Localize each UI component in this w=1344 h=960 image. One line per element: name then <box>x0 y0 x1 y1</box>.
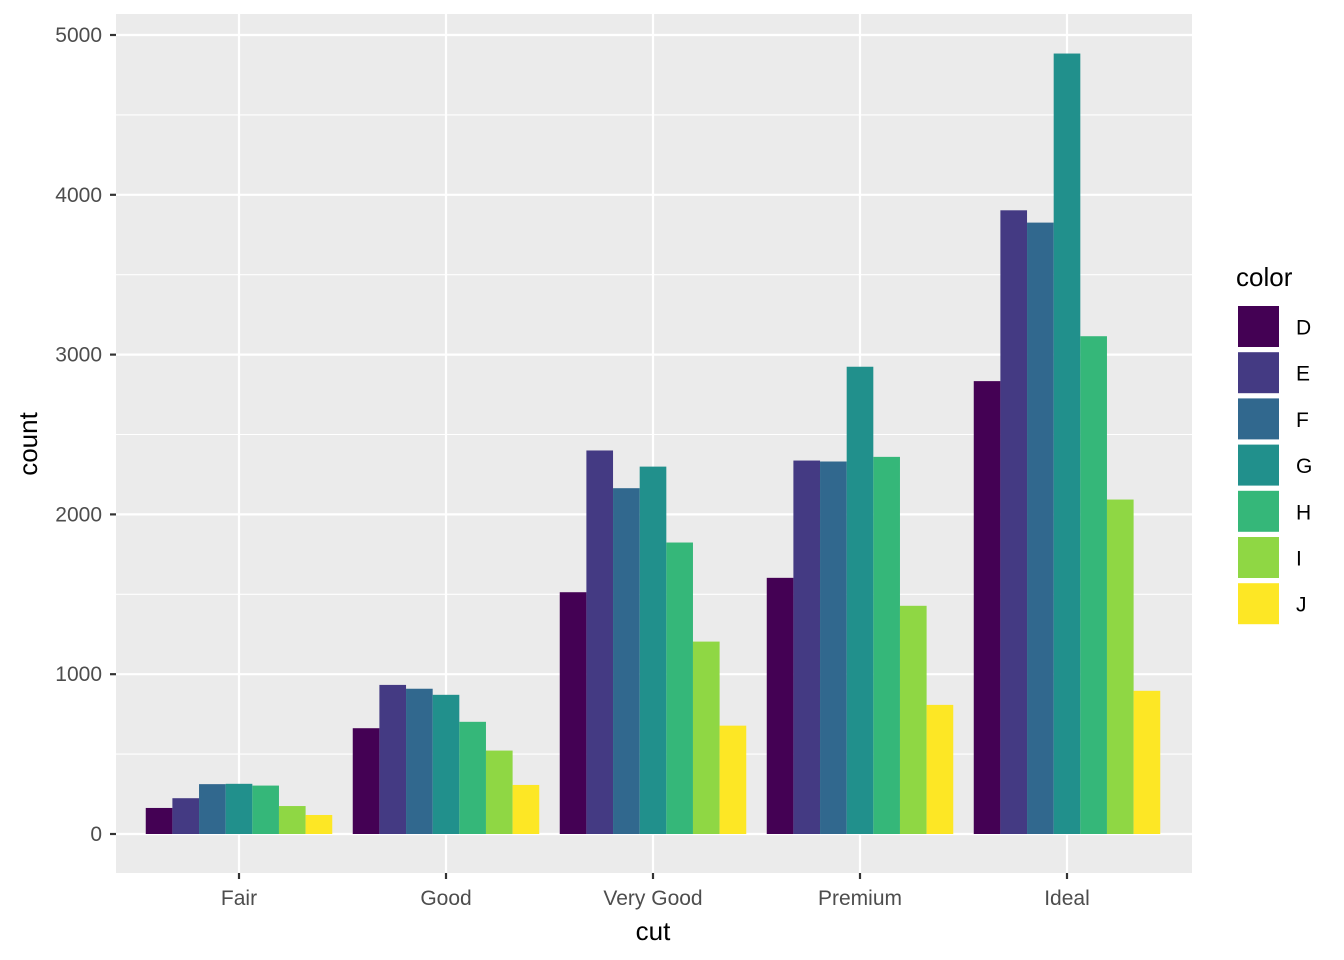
legend-label: G <box>1296 455 1312 478</box>
legend-label: F <box>1296 409 1309 432</box>
bar-fair-f <box>199 784 226 834</box>
bar-very-good-f <box>613 488 640 834</box>
bar-very-good-e <box>586 450 614 834</box>
bar-ideal-h <box>1080 336 1107 834</box>
y-tick-label: 1000 <box>55 663 102 686</box>
y-tick-label: 4000 <box>55 184 102 207</box>
bar-premium-i <box>899 605 927 834</box>
bar-very-good-j <box>719 725 747 834</box>
bar-premium-e <box>793 460 821 834</box>
x-tick-label: Premium <box>818 887 902 910</box>
bar-fair-j <box>305 814 333 834</box>
legend-title: color <box>1236 262 1293 292</box>
bar-fair-h <box>252 785 279 834</box>
legend-label: H <box>1296 501 1311 524</box>
bar-ideal-e <box>1000 210 1028 834</box>
y-tick-label: 2000 <box>55 503 102 526</box>
x-axis-title: cut <box>636 916 671 946</box>
bar-very-good-h <box>666 542 693 834</box>
bar-ideal-f <box>1027 222 1054 834</box>
bar-very-good-i <box>692 641 720 834</box>
bar-premium-h <box>873 456 900 834</box>
x-tick-label: Ideal <box>1044 887 1090 910</box>
legend-key-d <box>1236 304 1281 349</box>
y-axis: 0 1000 2000 3000 4000 5000 <box>55 24 116 846</box>
bar-good-j <box>512 784 540 834</box>
legend-key-g <box>1236 442 1281 488</box>
bars <box>145 53 1161 834</box>
legend-key-h <box>1236 488 1281 534</box>
bar-good-h <box>459 721 486 834</box>
bar-good-g <box>432 694 460 834</box>
bar-good-e <box>379 684 407 834</box>
bar-fair-i <box>278 806 306 834</box>
x-tick-label: Very Good <box>603 887 702 910</box>
bar-fair-d <box>145 807 173 834</box>
bar-very-good-g <box>639 466 667 834</box>
legend-label: E <box>1296 363 1310 386</box>
legend-key-e <box>1236 350 1281 396</box>
bar-very-good-d <box>559 592 587 834</box>
x-axis: Fair Good Very Good Premium Ideal <box>221 873 1090 910</box>
bar-ideal-j <box>1133 690 1161 834</box>
legend-label: I <box>1296 548 1302 571</box>
bar-ideal-i <box>1106 499 1134 834</box>
y-tick-label: 5000 <box>55 24 102 47</box>
bar-good-d <box>352 728 380 834</box>
y-axis-title: count <box>13 411 43 475</box>
bar-good-f <box>406 688 433 834</box>
bar-premium-f <box>820 461 847 834</box>
y-tick-label: 0 <box>90 823 102 846</box>
bar-fair-g <box>225 783 253 834</box>
legend-key-i <box>1236 535 1281 580</box>
legend-key-f <box>1236 396 1281 442</box>
bar-ideal-g <box>1053 53 1081 834</box>
bar-premium-j <box>926 704 954 834</box>
x-tick-label: Fair <box>221 887 257 910</box>
legend-label: D <box>1296 317 1311 340</box>
bar-good-i <box>485 750 513 834</box>
legend-label: J <box>1296 594 1307 617</box>
x-tick-label: Good <box>420 887 471 910</box>
bar-fair-e <box>172 798 200 834</box>
bar-ideal-d <box>973 381 1001 834</box>
bar-premium-g <box>846 366 874 834</box>
bar-premium-d <box>766 577 794 834</box>
legend-key-j <box>1236 581 1281 627</box>
y-tick-label: 3000 <box>55 344 102 367</box>
